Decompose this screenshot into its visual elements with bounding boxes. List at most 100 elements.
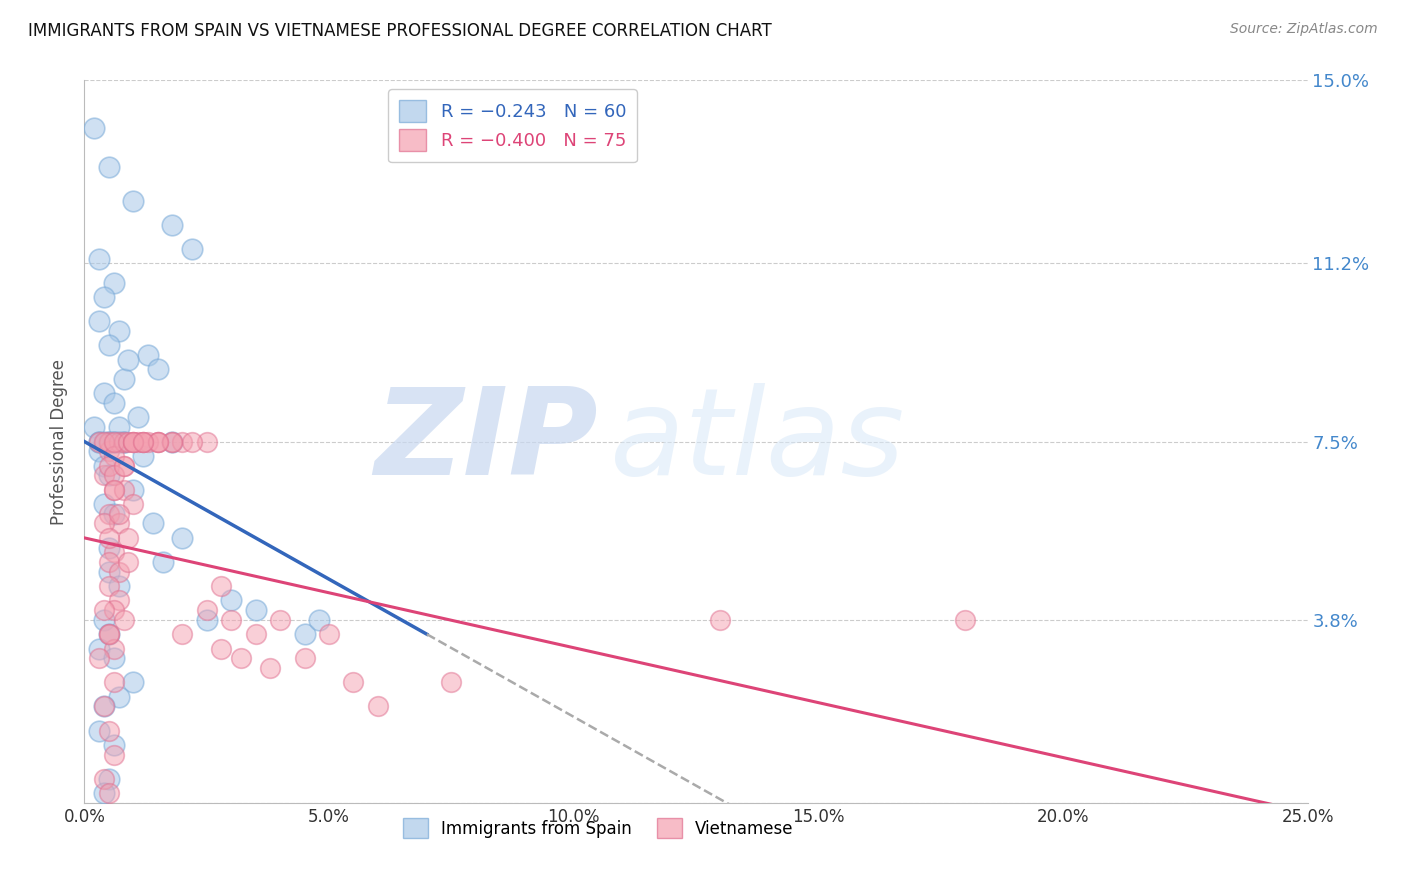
Point xyxy=(83,420,105,434)
Point xyxy=(97,338,120,352)
Point xyxy=(103,396,125,410)
Point xyxy=(122,497,145,511)
Point xyxy=(132,449,155,463)
Point xyxy=(136,348,159,362)
Point xyxy=(127,434,149,449)
Point xyxy=(117,531,139,545)
Point xyxy=(132,434,155,449)
Point xyxy=(112,434,135,449)
Point xyxy=(229,651,252,665)
Point xyxy=(112,372,135,386)
Point xyxy=(107,690,129,704)
Point xyxy=(122,194,145,208)
Point xyxy=(93,772,115,786)
Point xyxy=(93,458,115,473)
Point xyxy=(93,699,115,714)
Point xyxy=(87,641,110,656)
Point xyxy=(172,531,194,545)
Point xyxy=(162,434,184,449)
Point xyxy=(93,497,115,511)
Point xyxy=(87,444,110,458)
Point xyxy=(97,531,120,545)
Point xyxy=(93,699,115,714)
Point xyxy=(172,434,194,449)
Point xyxy=(294,627,316,641)
Point xyxy=(93,603,115,617)
Point xyxy=(152,555,174,569)
Point xyxy=(245,603,267,617)
Point xyxy=(181,434,204,449)
Point xyxy=(103,738,125,752)
Point xyxy=(122,483,145,497)
Point xyxy=(97,160,120,174)
Point xyxy=(87,723,110,738)
Point xyxy=(87,314,110,328)
Text: Source: ZipAtlas.com: Source: ZipAtlas.com xyxy=(1230,22,1378,37)
Point xyxy=(97,444,120,458)
Point xyxy=(93,434,115,449)
Point xyxy=(97,565,120,579)
Point xyxy=(97,723,120,738)
Point xyxy=(97,786,120,800)
Point xyxy=(103,507,125,521)
Point xyxy=(93,434,115,449)
Point xyxy=(103,483,125,497)
Text: atlas: atlas xyxy=(610,383,905,500)
Point xyxy=(107,516,129,531)
Point xyxy=(259,661,281,675)
Point xyxy=(146,434,169,449)
Point xyxy=(172,627,194,641)
Point xyxy=(97,468,120,483)
Point xyxy=(103,434,125,449)
Point xyxy=(97,541,120,555)
Text: ZIP: ZIP xyxy=(374,383,598,500)
Point xyxy=(117,555,139,569)
Point xyxy=(87,651,110,665)
Point xyxy=(93,516,115,531)
Point xyxy=(146,434,169,449)
Point xyxy=(162,218,184,232)
Point xyxy=(93,613,115,627)
Point xyxy=(97,579,120,593)
Point xyxy=(127,410,149,425)
Point xyxy=(97,627,120,641)
Point xyxy=(103,603,125,617)
Point xyxy=(245,627,267,641)
Point xyxy=(83,121,105,136)
Point xyxy=(87,434,110,449)
Point xyxy=(97,434,120,449)
Point xyxy=(440,675,463,690)
Point xyxy=(107,420,129,434)
Point xyxy=(103,276,125,290)
Point xyxy=(103,449,125,463)
Point xyxy=(97,434,120,449)
Point xyxy=(103,747,125,762)
Point xyxy=(195,434,218,449)
Point xyxy=(122,434,145,449)
Text: IMMIGRANTS FROM SPAIN VS VIETNAMESE PROFESSIONAL DEGREE CORRELATION CHART: IMMIGRANTS FROM SPAIN VS VIETNAMESE PROF… xyxy=(28,22,772,40)
Point xyxy=(107,565,129,579)
Point xyxy=(219,613,242,627)
Point xyxy=(342,675,364,690)
Point xyxy=(132,434,155,449)
Point xyxy=(103,675,125,690)
Point xyxy=(142,516,165,531)
Point xyxy=(103,434,125,449)
Point xyxy=(112,434,135,449)
Point xyxy=(195,603,218,617)
Point xyxy=(107,593,129,607)
Point xyxy=(219,593,242,607)
Point xyxy=(93,468,115,483)
Point xyxy=(87,434,110,449)
Point xyxy=(107,434,129,449)
Point xyxy=(103,434,125,449)
Point xyxy=(209,641,232,656)
Point xyxy=(367,699,389,714)
Point xyxy=(112,434,135,449)
Point xyxy=(97,555,120,569)
Point xyxy=(136,434,159,449)
Point xyxy=(709,613,731,627)
Point xyxy=(122,675,145,690)
Point xyxy=(209,579,232,593)
Point xyxy=(132,434,155,449)
